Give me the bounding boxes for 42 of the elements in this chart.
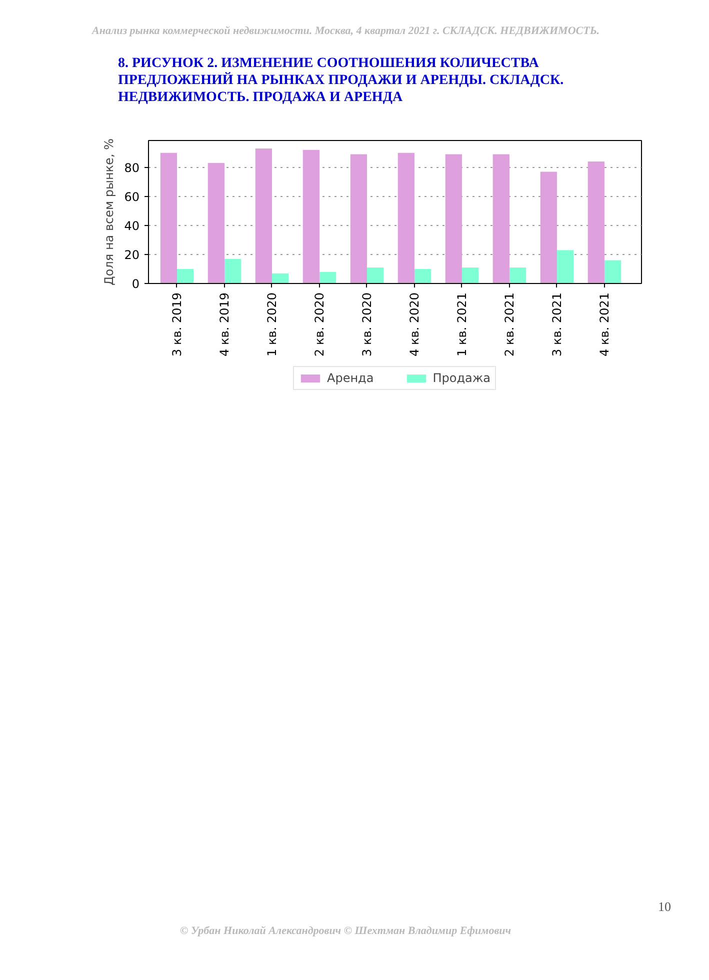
bar bbox=[208, 163, 224, 284]
y-axis-title: Доля на всем рынке, % bbox=[102, 138, 116, 286]
x-tick-label: 2 кв. 2020 bbox=[312, 292, 326, 356]
bar bbox=[509, 268, 526, 284]
x-tick-label: 2 кв. 2021 bbox=[502, 292, 516, 356]
bar bbox=[176, 268, 194, 284]
x-tick-label: 3 кв. 2019 bbox=[170, 292, 184, 356]
bar bbox=[319, 272, 336, 284]
bar bbox=[462, 268, 479, 284]
bar bbox=[302, 150, 320, 284]
x-tick-label: 4 кв. 2019 bbox=[217, 292, 232, 356]
x-tick-label: 1 кв. 2021 bbox=[454, 292, 469, 356]
x-tick-label: 4 кв. 2021 bbox=[597, 292, 612, 356]
bar bbox=[366, 268, 384, 284]
y-tick-label: 40 bbox=[124, 218, 140, 233]
x-tick-label: 3 кв. 2020 bbox=[360, 292, 374, 356]
y-tick-label: 60 bbox=[124, 190, 140, 204]
text: Анализ рынка коммерческой недвижимости. Москва, 4 квартал 2021 г. СКЛАДСК. НЕДВИЖИМОСТЬ. bbox=[92, 24, 600, 39]
bar bbox=[350, 154, 367, 284]
y-tick-label: 80 bbox=[124, 160, 140, 175]
legend-label: Продажа bbox=[432, 371, 491, 385]
bar bbox=[414, 268, 432, 284]
x-tick-label: 3 кв. 2021 bbox=[550, 292, 564, 356]
bar bbox=[556, 250, 574, 284]
text: © Урбан Николай Александрович © Шехтман Владимир Ефимович bbox=[180, 924, 512, 939]
bar bbox=[492, 154, 510, 284]
bar bbox=[160, 152, 177, 284]
y-tick-label: 20 bbox=[124, 248, 140, 262]
bar bbox=[604, 260, 622, 284]
bar bbox=[588, 162, 604, 284]
y-tick-label: 0 bbox=[132, 277, 140, 291]
bar bbox=[255, 148, 272, 284]
bar bbox=[224, 258, 242, 284]
x-tick-label: 1 кв. 2020 bbox=[264, 292, 279, 356]
bar bbox=[398, 152, 414, 284]
legend-label: Аренда bbox=[327, 371, 374, 385]
bar bbox=[272, 273, 289, 284]
text: 10 bbox=[658, 898, 671, 916]
bar bbox=[540, 172, 557, 284]
chart-title: 8. РИСУНОК 2. ИЗМЕНЕНИЕ СООТНОШЕНИЯ КОЛИЧЕСТВА ПРЕДЛОЖЕНИЙ НА РЫНКАХ ПРОДАЖИ И АРЕНДЫ. СКЛАДСК. НЕДВИЖИМОСТЬ. ПРОДАЖА И АРЕНДА bbox=[118, 55, 565, 106]
x-tick-label: 4 кв. 2020 bbox=[407, 292, 422, 356]
bar bbox=[445, 154, 462, 284]
